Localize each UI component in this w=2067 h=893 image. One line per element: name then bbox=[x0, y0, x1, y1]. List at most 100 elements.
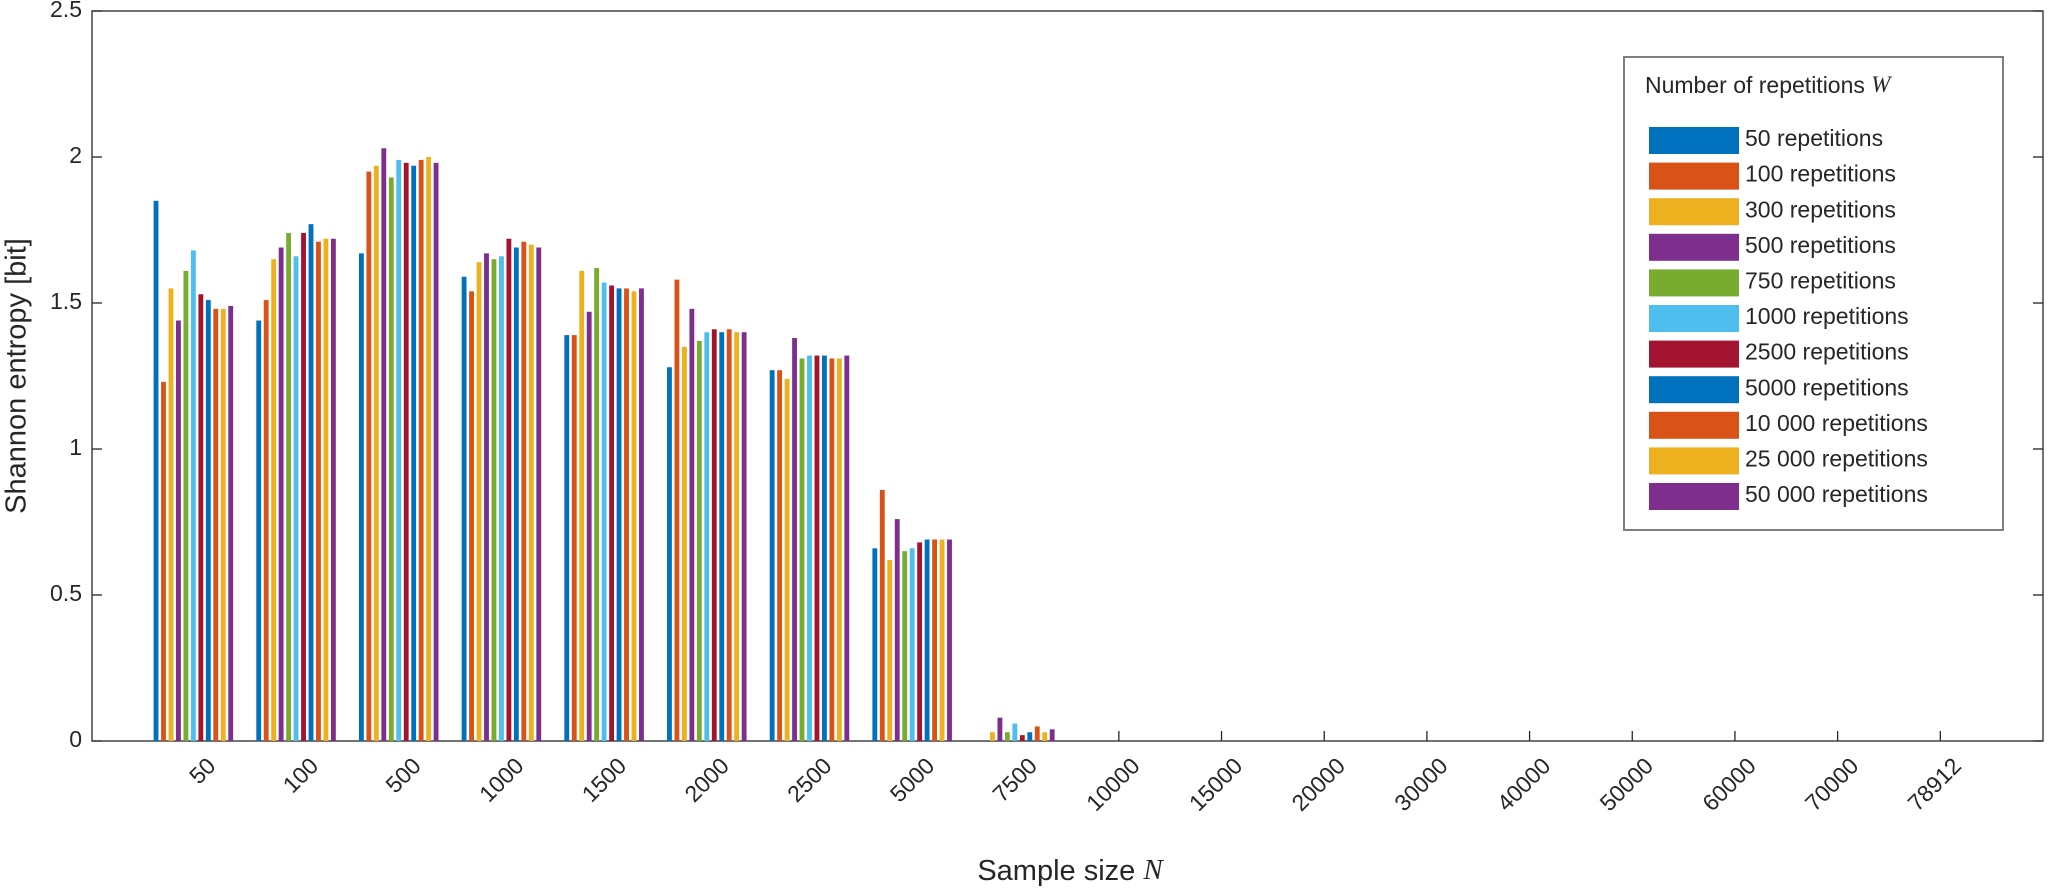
bar bbox=[932, 539, 937, 741]
bar bbox=[894, 519, 900, 741]
bar bbox=[469, 291, 474, 741]
x-label-var: N bbox=[1142, 854, 1164, 886]
x-tick-label: 2500 bbox=[782, 752, 837, 807]
legend-label: 10 000 repetitions bbox=[1745, 410, 1928, 436]
bar bbox=[1012, 723, 1018, 741]
bar bbox=[990, 732, 995, 741]
legend-swatch bbox=[1649, 447, 1739, 475]
bar bbox=[521, 241, 527, 741]
legend-swatch bbox=[1649, 127, 1739, 154]
bar bbox=[836, 358, 842, 741]
legend-swatch bbox=[1649, 340, 1739, 368]
bar bbox=[792, 338, 797, 741]
bar bbox=[601, 282, 607, 741]
bar bbox=[639, 288, 644, 741]
bar bbox=[271, 259, 277, 741]
x-tick-label: 20000 bbox=[1286, 752, 1350, 816]
bar bbox=[220, 308, 226, 741]
bar bbox=[872, 548, 878, 741]
y-tick-label: 1.5 bbox=[50, 288, 82, 314]
bar bbox=[609, 285, 615, 741]
legend-label: 500 repetitions bbox=[1745, 232, 1896, 258]
bar bbox=[917, 542, 923, 741]
legend-swatch bbox=[1649, 162, 1739, 190]
bar bbox=[734, 332, 740, 741]
bar bbox=[924, 539, 930, 741]
bar bbox=[667, 367, 672, 741]
bar bbox=[1042, 732, 1048, 741]
bar bbox=[681, 346, 687, 741]
bar bbox=[997, 717, 1003, 741]
y-axis-label: Shannon entropy [bit] bbox=[1, 238, 33, 514]
legend-label: 5000 repetitions bbox=[1745, 374, 1909, 400]
bar bbox=[256, 320, 262, 741]
bar bbox=[168, 288, 174, 741]
bar bbox=[1027, 732, 1033, 741]
x-axis-label: Sample size N bbox=[977, 854, 1164, 887]
bar bbox=[381, 148, 387, 742]
bar bbox=[190, 250, 196, 741]
bar bbox=[528, 244, 534, 741]
bar bbox=[358, 253, 364, 742]
x-tick-label: 2000 bbox=[679, 752, 734, 807]
bar bbox=[153, 200, 159, 742]
bar bbox=[506, 238, 512, 741]
legend-label: 1000 repetitions bbox=[1745, 303, 1909, 329]
legend-swatch bbox=[1649, 233, 1739, 261]
bar bbox=[777, 370, 783, 741]
x-tick-label: 50000 bbox=[1594, 752, 1658, 816]
bar bbox=[366, 171, 372, 742]
bar bbox=[316, 241, 321, 741]
bar bbox=[726, 329, 732, 741]
y-tick-label: 1 bbox=[69, 434, 82, 460]
bar bbox=[213, 308, 219, 741]
bar bbox=[674, 279, 680, 741]
bar bbox=[887, 559, 893, 741]
legend-label: 25 000 repetitions bbox=[1745, 445, 1928, 471]
bar bbox=[293, 256, 299, 741]
legend-swatch bbox=[1649, 305, 1739, 332]
bar bbox=[571, 335, 577, 741]
x-tick-label: 1500 bbox=[577, 752, 632, 807]
bar bbox=[844, 355, 850, 741]
y-tick-label: 0.5 bbox=[50, 580, 82, 606]
bar bbox=[799, 358, 805, 741]
bar bbox=[814, 355, 820, 741]
bar bbox=[829, 358, 835, 741]
bar bbox=[1019, 735, 1025, 741]
bar bbox=[286, 232, 292, 742]
plot-frame bbox=[91, 10, 2044, 742]
x-tick-label: 500 bbox=[380, 752, 426, 798]
bar bbox=[536, 247, 542, 741]
bar bbox=[388, 177, 394, 741]
bar bbox=[323, 238, 329, 741]
bar bbox=[711, 329, 717, 741]
x-tick-label: 100 bbox=[278, 752, 324, 798]
bar bbox=[1049, 729, 1055, 741]
bar bbox=[821, 355, 827, 741]
bar bbox=[411, 165, 417, 741]
bar bbox=[704, 332, 710, 741]
x-tick-label: 15000 bbox=[1184, 752, 1248, 816]
bar bbox=[513, 247, 519, 741]
legend-swatch bbox=[1649, 483, 1739, 510]
bar bbox=[586, 311, 592, 741]
legend-label: 100 repetitions bbox=[1745, 161, 1896, 187]
bar bbox=[308, 224, 314, 741]
bar bbox=[879, 489, 885, 741]
bar bbox=[426, 157, 432, 741]
bar bbox=[947, 539, 952, 741]
bar bbox=[624, 288, 629, 741]
legend-title-var: W bbox=[1871, 72, 1892, 97]
bar bbox=[741, 332, 747, 741]
bar bbox=[301, 232, 306, 742]
legend-swatch bbox=[1649, 411, 1739, 439]
y-tick-label: 2 bbox=[69, 142, 82, 168]
x-tick-label: 7500 bbox=[987, 752, 1042, 807]
x-tick-label: 78912 bbox=[1903, 752, 1967, 816]
bar bbox=[631, 291, 637, 741]
bar bbox=[161, 381, 166, 741]
legend-swatch bbox=[1649, 269, 1739, 297]
legend-label: 50 000 repetitions bbox=[1745, 481, 1928, 507]
